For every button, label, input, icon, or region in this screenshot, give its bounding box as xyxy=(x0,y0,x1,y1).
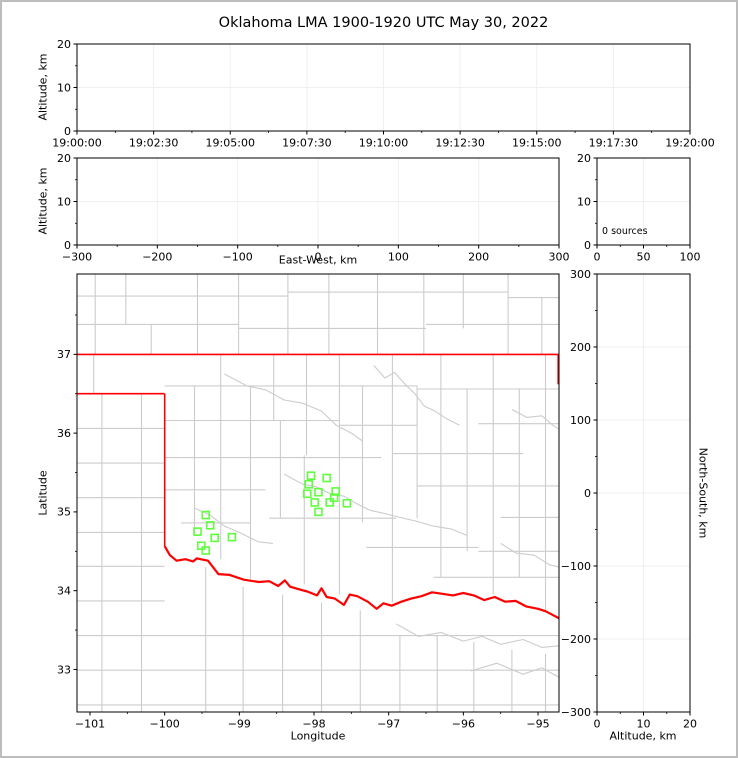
xlabel-longitude: Longitude xyxy=(290,729,346,743)
x-tick-label: −200 xyxy=(142,251,172,264)
y-tick-label: 0 xyxy=(584,487,591,500)
lma-station-marker xyxy=(201,546,211,555)
x-tick-label: −96 xyxy=(452,718,475,731)
panel-time_height: 19:00:00 19:02:30 19:05:00 19:07:30 19:10:00… xyxy=(52,38,714,150)
x-tick-label: −100 xyxy=(150,718,180,731)
x-tick-label: −99 xyxy=(228,718,251,731)
x-tick-label: 19:20:00 xyxy=(665,137,714,150)
lma-station-marker xyxy=(227,532,237,542)
lma-station-marker xyxy=(201,510,211,520)
panel-ns_altitude: 0 10 20 300 200 100 0 −100 −200 −300 xyxy=(561,268,697,731)
county-line xyxy=(194,507,273,544)
lma-station-marker xyxy=(306,471,316,480)
panel-alt_histogram: 0 50 100 0 10 20 xyxy=(577,152,701,264)
xlabel-altitude-bottom-right: Altitude, km xyxy=(609,729,677,743)
x-tick-label: −100 xyxy=(223,251,253,264)
y-tick-label: −100 xyxy=(561,560,591,573)
xlabel-east-west: East-West, km xyxy=(278,253,358,267)
ylabel-north-south: North-South, km xyxy=(696,447,710,539)
county-line xyxy=(511,409,559,430)
county-line xyxy=(224,373,363,442)
figure-title: Oklahoma LMA 1900-1920 UTC May 30, 2022 xyxy=(218,15,549,31)
lma-station-marker xyxy=(310,498,320,507)
x-tick-label: 0 xyxy=(315,251,322,264)
x-tick-label: 19:05:00 xyxy=(206,137,255,150)
y-tick-label: 10 xyxy=(577,195,591,208)
x-tick-label: 100 xyxy=(388,251,409,264)
y-tick-label: 300 xyxy=(570,268,591,281)
x-tick-label: 0 xyxy=(594,718,601,731)
lma-station-marker xyxy=(304,480,314,489)
x-tick-label: −97 xyxy=(377,718,400,731)
county-line xyxy=(283,473,468,537)
y-tick-label: 100 xyxy=(570,414,591,427)
x-tick-label: 20 xyxy=(683,718,697,731)
y-tick-label: 10 xyxy=(57,195,71,208)
y-tick-label: 35 xyxy=(57,506,71,519)
red-river-border xyxy=(163,545,559,620)
x-tick-label: −98 xyxy=(302,718,325,731)
county-line xyxy=(500,542,559,568)
lma-station-marker xyxy=(342,498,352,508)
panel-plan_view: −101 −100 −99 −98 −97 −96 −95 33 34 35 36 37 xyxy=(57,273,560,731)
x-tick-label: 10 xyxy=(637,718,651,731)
x-tick-label: 19:10:00 xyxy=(359,137,408,150)
y-tick-label: 10 xyxy=(57,81,71,94)
y-tick-label: 37 xyxy=(57,348,71,361)
y-tick-label: −300 xyxy=(561,706,591,719)
county-line xyxy=(373,365,460,426)
y-tick-label: 200 xyxy=(570,341,591,354)
x-tick-label: −101 xyxy=(75,718,105,731)
ylabel-time-height-panel: Altitude, km xyxy=(36,53,50,121)
x-tick-label: 300 xyxy=(549,251,570,264)
x-tick-label: −300 xyxy=(62,251,92,264)
lma-station-marker xyxy=(205,520,215,530)
x-tick-label: 19:15:00 xyxy=(512,137,561,150)
x-tick-label: 19:02:30 xyxy=(129,137,178,150)
lma-station-marker xyxy=(193,527,202,536)
x-tick-label: 19:00:00 xyxy=(52,137,101,150)
lma-station-marker xyxy=(196,541,206,551)
lma-station-marker xyxy=(314,507,323,517)
axes-frame-plan_view xyxy=(76,273,560,713)
lma-station-marker xyxy=(329,493,339,503)
x-tick-label: 50 xyxy=(637,251,651,264)
x-tick-label: 100 xyxy=(680,251,701,264)
x-tick-label: 19:17:30 xyxy=(589,137,638,150)
x-tick-label: 0 xyxy=(594,251,601,264)
ylabel-ew-altitude-panel: Altitude, km xyxy=(36,167,50,235)
lma-station-marker xyxy=(314,487,323,497)
y-tick-label: 36 xyxy=(57,427,71,440)
x-tick-label: 200 xyxy=(468,251,489,264)
lma-station-marker xyxy=(325,498,334,507)
x-tick-label: −95 xyxy=(526,718,549,731)
y-tick-label: 34 xyxy=(57,584,71,597)
panel-ew_altitude: −300 −200 −100 0 100 200 300 0 10 20 xyxy=(57,152,570,264)
y-tick-label: −200 xyxy=(561,633,591,646)
x-tick-label: 19:07:30 xyxy=(282,137,331,150)
y-tick-label: 33 xyxy=(57,663,71,676)
x-tick-label: 19:12:30 xyxy=(435,137,484,150)
lma-station-marker xyxy=(210,533,219,543)
y-tick-label: 0 xyxy=(64,125,71,138)
county-line xyxy=(395,623,559,648)
y-tick-label: 20 xyxy=(57,38,71,51)
county-line xyxy=(470,662,559,678)
ylabel-latitude: Latitude xyxy=(36,470,50,516)
y-tick-label: 0 xyxy=(64,239,71,252)
y-tick-label: 0 xyxy=(584,239,591,252)
lma-station-marker xyxy=(322,473,331,483)
map-layers xyxy=(77,274,559,712)
y-tick-label: 20 xyxy=(577,152,591,165)
y-tick-label: 20 xyxy=(57,152,71,165)
zero-sources-annotation: 0 sources xyxy=(602,226,648,237)
lma-station-marker xyxy=(302,489,312,499)
